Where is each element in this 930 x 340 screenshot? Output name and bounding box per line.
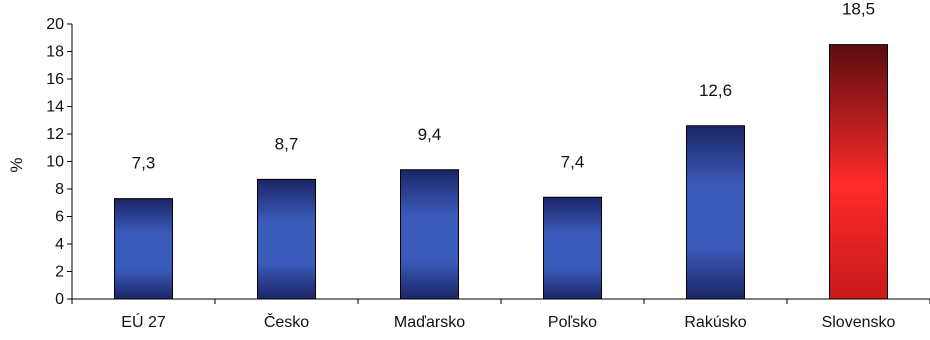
bar-5 (829, 44, 888, 300)
bar-4 (686, 125, 745, 300)
bar-1 (257, 178, 316, 300)
category-label: Rakúsko (684, 314, 746, 331)
bar-2 (400, 169, 459, 300)
y-tick-label: 12 (46, 126, 64, 143)
data-label: 7,3 (132, 154, 156, 173)
data-label: 8,7 (275, 134, 299, 153)
category-label: Slovensko (822, 314, 896, 331)
y-tick-label: 2 (55, 264, 64, 281)
data-label: 18,5 (842, 0, 875, 19)
category-label: Maďarsko (394, 314, 465, 331)
bars (114, 44, 888, 300)
y-tick-label: 18 (46, 44, 64, 61)
y-tick-label: 6 (55, 209, 64, 226)
data-label: 7,4 (561, 152, 585, 171)
data-labels: 7,3 8,7 9,4 7,4 12,6 18,5 (132, 0, 875, 173)
y-tick-label: 4 (55, 236, 64, 253)
bar-0 (114, 198, 173, 300)
y-tick-label: 14 (46, 99, 64, 116)
y-tick-label: 0 (55, 291, 64, 308)
category-label: Česko (264, 312, 309, 331)
y-tick-label: 8 (55, 181, 64, 198)
y-axis-title: % (7, 157, 26, 172)
bar-3 (543, 196, 602, 300)
category-label: EÚ 27 (121, 312, 166, 331)
y-tick-label: 16 (46, 71, 64, 88)
y-tick-label: 20 (46, 16, 64, 33)
y-tick-label: 10 (46, 154, 64, 171)
category-label: Poľsko (548, 314, 597, 331)
data-label: 12,6 (699, 81, 732, 100)
x-axis: EÚ 27 Česko Maďarsko Poľsko Rakúsko Slovensko (71, 298, 930, 331)
data-label: 9,4 (418, 125, 442, 144)
y-axis: 0 2 4 6 8 10 12 14 16 18 20 (46, 16, 73, 308)
